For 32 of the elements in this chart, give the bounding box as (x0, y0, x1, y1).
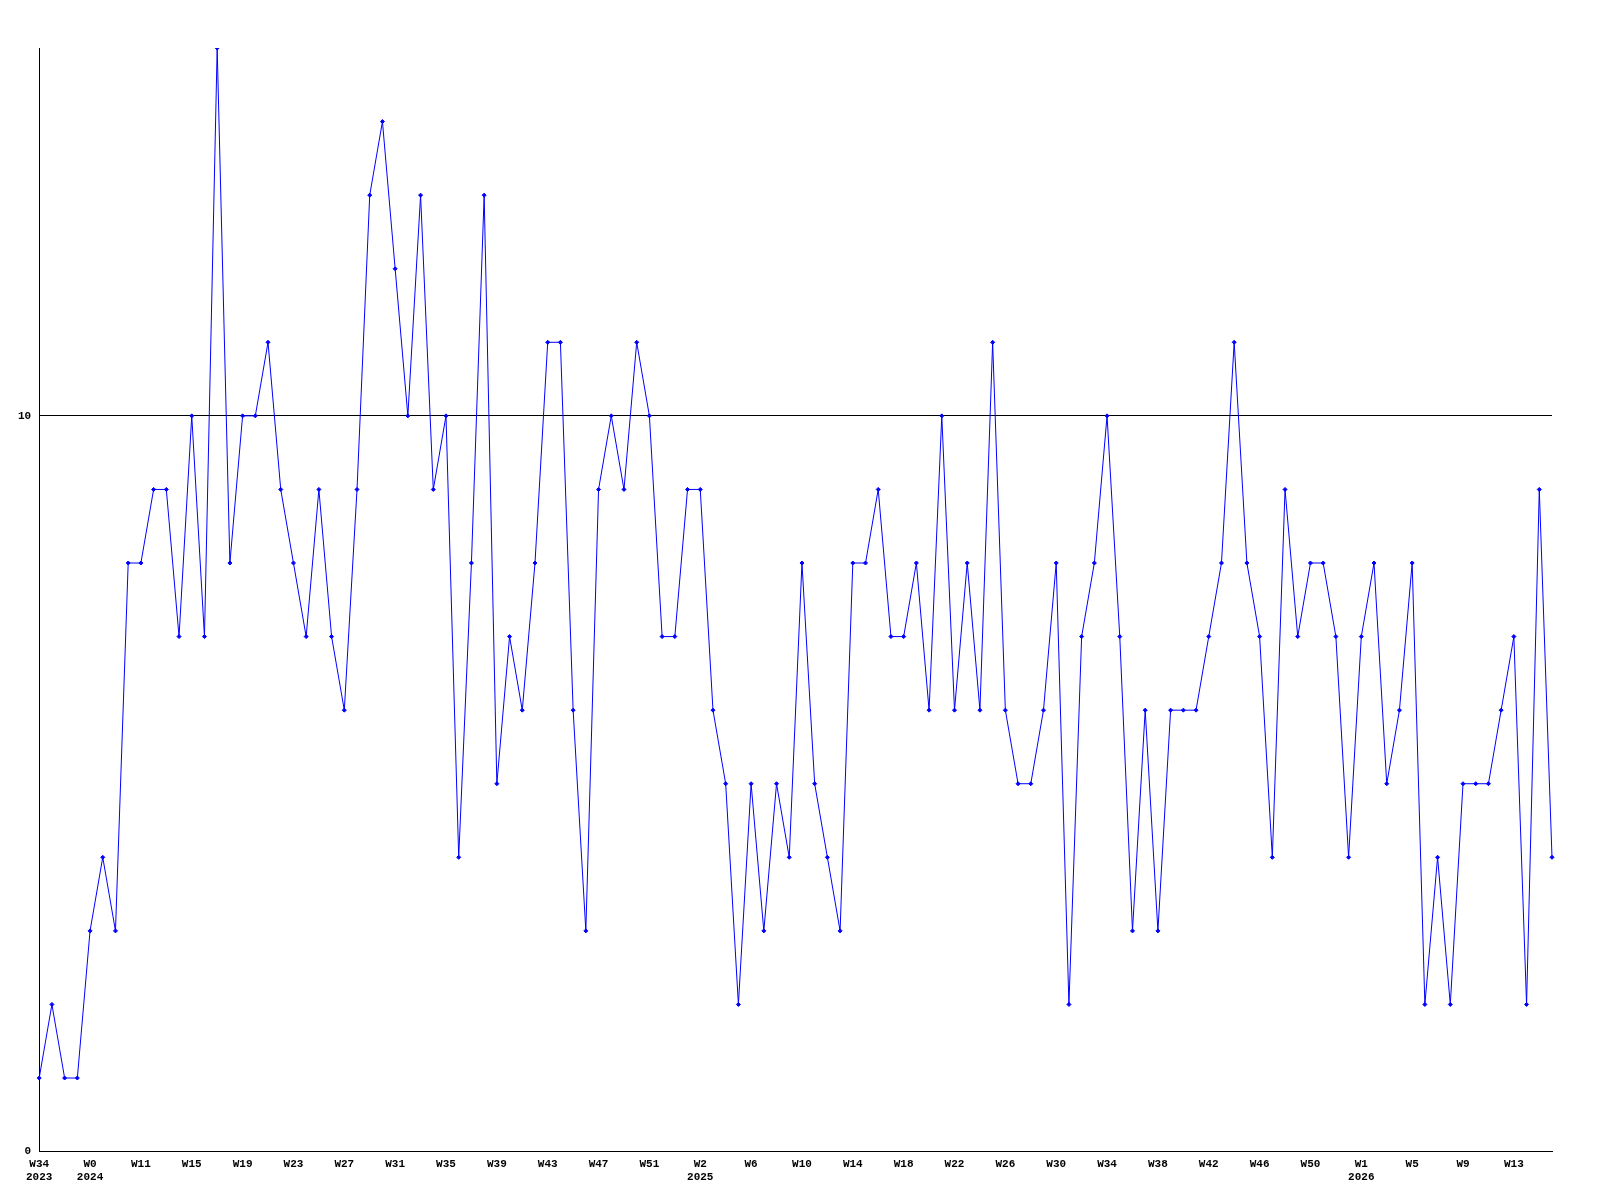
x-tick-label: W46 (1249, 1157, 1270, 1170)
x-tick-label: W51 (639, 1157, 660, 1170)
x-tick-label: W38 (1148, 1157, 1169, 1170)
x-tick-label: W34 2023 (26, 1157, 53, 1184)
x-tick-label: W10 (792, 1157, 812, 1170)
x-tick-label: W27 (334, 1157, 355, 1170)
x-tick-label: W14 (842, 1157, 864, 1170)
x-tick-label: W1 2026 (1348, 1157, 1375, 1184)
x-tick-label: W47 (588, 1157, 609, 1170)
x-tick-label: W39 (486, 1157, 507, 1170)
x-tick-label: W30 (1046, 1157, 1067, 1170)
x-tick-label: W19 (232, 1157, 253, 1170)
y-tick-label: 0 (24, 1145, 32, 1158)
x-tick-label: W15 (181, 1157, 203, 1170)
x-tick-label: W11 (131, 1157, 152, 1170)
x-tick-label: W26 (995, 1157, 1016, 1170)
x-tick-label: W23 (283, 1157, 304, 1170)
x-tick-label: W9 (1456, 1157, 1470, 1170)
x-tick-label: W22 (944, 1157, 965, 1170)
x-tick-label: W0 2024 (76, 1157, 104, 1184)
x-tick-label: W2 2025 (687, 1157, 714, 1184)
x-tick-label: W42 (1198, 1157, 1219, 1170)
x-tick-label: W34 (1097, 1157, 1118, 1170)
x-tick-label: W50 (1300, 1157, 1321, 1170)
y-tick-label: 10 (18, 409, 32, 422)
x-tick-label: W43 (537, 1157, 558, 1170)
x-tick-label: W31 (385, 1157, 406, 1170)
x-tick-label: W6 (744, 1157, 758, 1170)
x-tick-label: W13 (1503, 1157, 1525, 1170)
x-tick-label: W18 (893, 1157, 914, 1170)
x-tick-label: W5 (1405, 1157, 1420, 1170)
x-tick-label: W35 (436, 1157, 457, 1170)
